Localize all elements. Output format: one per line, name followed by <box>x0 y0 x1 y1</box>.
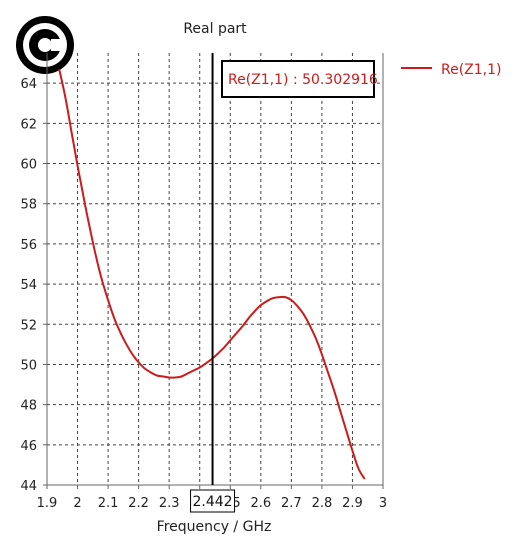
y-tick-label: 56 <box>20 238 37 253</box>
grid <box>47 53 383 485</box>
y-tick-label: 62 <box>20 117 37 132</box>
cursor-label-box[interactable] <box>190 489 236 513</box>
x-tick-label: 2.3 <box>159 496 180 511</box>
x-axis-label: Frequency / GHz <box>157 519 272 535</box>
y-tick-label: 54 <box>20 278 37 293</box>
x-tick-label: 2.8 <box>312 496 333 511</box>
x-tick-label: 2.6 <box>250 496 271 511</box>
y-axis-ticks: 44 46 48 50 52 54 56 58 60 62 64 <box>20 77 47 494</box>
y-tick-label: 60 <box>20 158 37 173</box>
x-tick-label: 2.2 <box>128 496 149 511</box>
x-tick-label: 3 <box>379 496 387 511</box>
y-tick-label: 58 <box>20 198 37 213</box>
y-tick-label: 44 <box>20 479 37 494</box>
cursor-label: 2.442 <box>193 494 233 510</box>
x-tick-label: 2.1 <box>98 496 119 511</box>
y-tick-label: 52 <box>20 318 37 333</box>
y-tick-label: 50 <box>20 358 37 373</box>
legend-entry: Re(Z1,1) <box>441 62 502 78</box>
copyright-logo-icon <box>16 16 74 74</box>
marker-label: Re(Z1,1) : 50.302916 <box>228 72 378 88</box>
x-tick-label: 1.9 <box>37 496 58 511</box>
y-tick-label: 64 <box>20 77 37 92</box>
axes <box>46 53 384 486</box>
chart-title: Real part <box>183 21 247 37</box>
legend: Re(Z1,1) <box>401 62 502 78</box>
y-tick-label: 46 <box>20 439 37 454</box>
x-tick-label: 2 <box>73 496 81 511</box>
marker-readout: Re(Z1,1) : 50.302916 <box>221 60 378 98</box>
x-tick-label: 2.7 <box>281 496 302 511</box>
cursor[interactable]: 2.442 <box>190 53 236 513</box>
y-tick-label: 48 <box>20 399 37 414</box>
x-tick-label: 2.9 <box>342 496 363 511</box>
